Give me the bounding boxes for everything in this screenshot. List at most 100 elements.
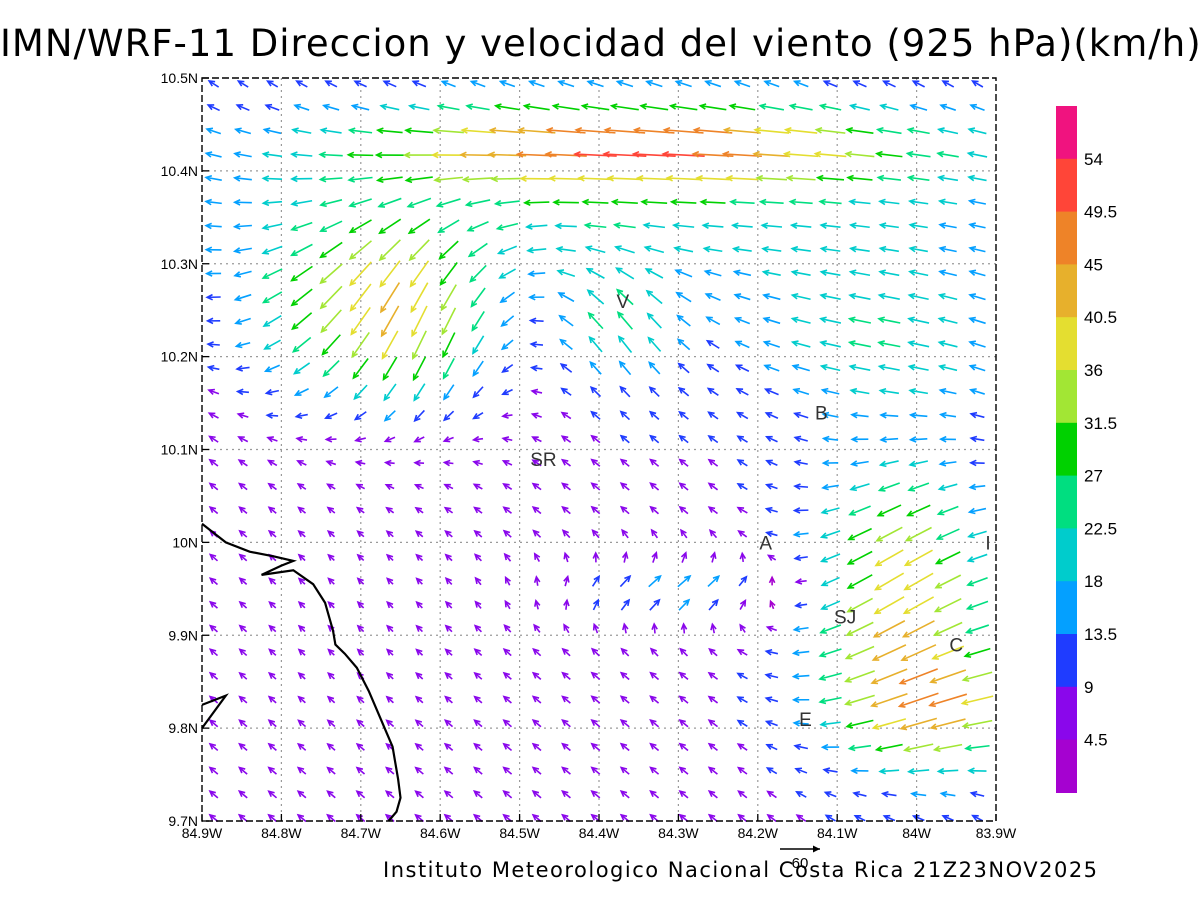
- wind-vector-head: [619, 695, 628, 703]
- wind-vector-head: [932, 745, 941, 753]
- wind-vector-head: [205, 293, 213, 301]
- wind-vector-head: [877, 364, 886, 371]
- wind-vector-head: [348, 201, 356, 208]
- wind-vector-head: [790, 340, 799, 347]
- wind-vector-head: [695, 174, 703, 182]
- colorbar-swatch: [1056, 422, 1077, 477]
- wind-vector-head: [739, 623, 746, 632]
- wind-vector-head: [900, 654, 909, 662]
- wind-vector-head: [502, 766, 510, 774]
- wind-vector: [349, 240, 372, 260]
- wind-vector-head: [898, 678, 907, 685]
- wind-vector: [968, 176, 987, 182]
- wind-vector-head: [730, 222, 739, 230]
- wind-vector-head: [678, 505, 687, 513]
- wind-vector-head: [647, 336, 655, 344]
- wind-vector: [820, 341, 841, 348]
- wind-vector-head: [561, 647, 569, 655]
- wind-vector-head: [623, 598, 631, 607]
- wind-vector-head: [590, 434, 598, 442]
- wind-vector-head: [620, 647, 628, 655]
- wind-vector: [794, 436, 808, 442]
- wind-vector-head: [678, 719, 686, 726]
- wind-vector-head: [290, 200, 299, 207]
- wind-vector-head: [707, 790, 716, 797]
- wind-vector-head: [563, 551, 570, 560]
- wind-vector-head: [737, 790, 745, 798]
- wind-vector: [604, 153, 647, 157]
- wind-vector-head: [502, 695, 510, 703]
- wind-vector-head: [764, 648, 773, 656]
- wind-vector-head: [442, 459, 451, 467]
- wind-vector-head: [704, 293, 713, 300]
- wind-vector-head: [320, 325, 328, 334]
- wind-vector-head: [878, 222, 887, 229]
- wind-vector-head: [590, 482, 598, 490]
- wind-vector-head: [232, 175, 241, 182]
- wind-vector-head: [967, 532, 975, 539]
- wind-vector-head: [441, 327, 448, 336]
- wind-vector-head: [929, 723, 938, 730]
- wind-vector-head: [406, 201, 415, 208]
- wind-vector: [764, 364, 780, 372]
- wind-vector-head: [265, 80, 274, 87]
- wind-vector: [969, 317, 986, 325]
- wind-vector: [764, 80, 780, 88]
- wind-vector-head: [621, 551, 629, 559]
- wind-vector-head: [319, 277, 327, 285]
- wind-vector-head: [678, 766, 686, 774]
- wind-vector-head: [619, 790, 628, 797]
- wind-vector: [352, 104, 370, 111]
- wind-vector-head: [380, 329, 388, 338]
- wind-vector: [966, 624, 990, 634]
- wind-vector-head: [356, 600, 364, 609]
- wind-vector-head: [408, 253, 416, 262]
- wind-vector-head: [293, 103, 302, 111]
- wind-vector-head: [712, 575, 721, 583]
- wind-vector-head: [473, 506, 481, 514]
- wind-vector: [553, 104, 580, 111]
- wind-vector-head: [768, 575, 776, 584]
- wind-vector-head: [676, 338, 685, 346]
- wind-vector-head: [326, 790, 334, 798]
- wind-vector: [762, 224, 783, 228]
- wind-vector-head: [561, 813, 569, 821]
- wind-vector: [352, 358, 369, 379]
- wind-vector-head: [931, 653, 939, 660]
- wind-vector-head: [967, 127, 976, 134]
- wind-vector-head: [763, 388, 772, 395]
- wind-vector: [785, 128, 818, 134]
- wind-vector: [296, 413, 308, 418]
- wind-vector: [470, 287, 486, 307]
- wind-vector-head: [707, 458, 716, 466]
- y-tick-label: 10.5N: [161, 70, 198, 86]
- wind-vector-head: [845, 722, 854, 729]
- wind-vector-head: [814, 126, 823, 134]
- wind-vector-head: [356, 553, 364, 561]
- wind-vector: [908, 482, 930, 491]
- wind-vector-head: [238, 695, 246, 703]
- wind-vector-head: [821, 411, 830, 419]
- wind-vector-head: [208, 766, 217, 774]
- wind-vector: [463, 177, 494, 181]
- wind-vector: [320, 220, 343, 232]
- wind-vector-head: [383, 436, 392, 443]
- wind-vector-head: [668, 103, 677, 110]
- wind-vector-head: [580, 103, 589, 110]
- wind-vector: [850, 104, 870, 111]
- wind-vector: [644, 224, 666, 229]
- wind-vector: [939, 247, 957, 253]
- wind-vector-head: [705, 316, 713, 323]
- wind-vector-head: [649, 813, 657, 821]
- wind-vector: [414, 409, 425, 422]
- wind-vector-head: [261, 199, 270, 207]
- wind-vector-head: [852, 80, 861, 87]
- wind-vector-head: [907, 364, 916, 371]
- wind-vector-head: [878, 198, 886, 206]
- wind-vector-head: [560, 411, 569, 419]
- wind-vector-head: [349, 279, 357, 287]
- wind-vector: [587, 289, 605, 305]
- wind-vector-head: [415, 648, 423, 656]
- wind-vector: [766, 483, 778, 490]
- wind-vector: [753, 153, 791, 158]
